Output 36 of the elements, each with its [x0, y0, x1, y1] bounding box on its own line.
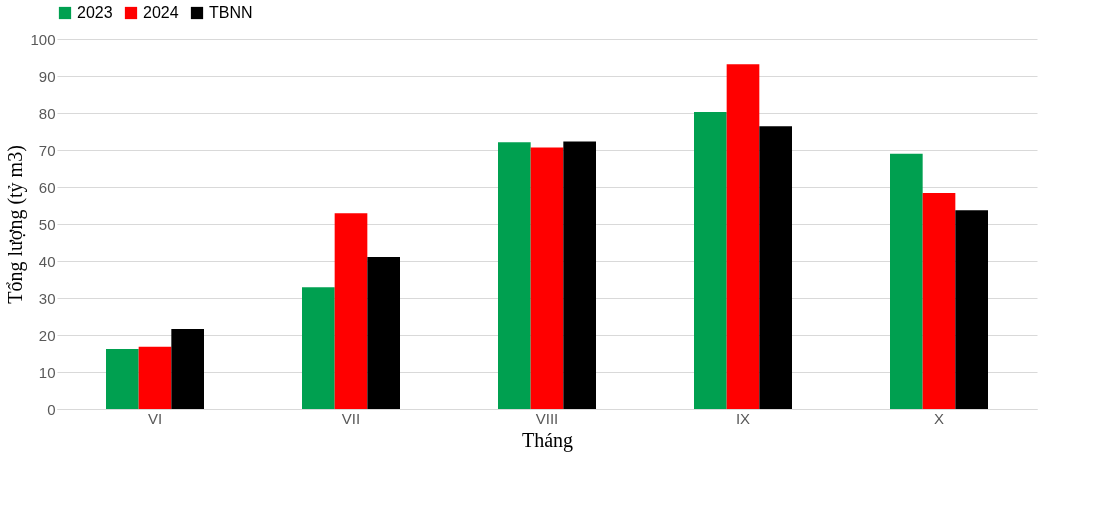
- bar: [726, 64, 760, 409]
- y-tick-label: 70: [38, 141, 56, 159]
- x-tick-label: IX: [735, 409, 751, 427]
- y-tick-label: 10: [38, 363, 56, 381]
- bar: [138, 346, 172, 409]
- bar: [367, 256, 400, 409]
- x-tick-label: VII: [341, 409, 361, 427]
- y-tick-label: 30: [38, 289, 56, 307]
- bar: [334, 213, 368, 409]
- y-tick-label: 80: [38, 104, 56, 122]
- legend-label: TBNN: [209, 4, 253, 21]
- y-tick-label: 90: [38, 67, 56, 85]
- legend-label: 2024: [143, 4, 179, 21]
- bar: [890, 153, 923, 409]
- y-tick-label: 100: [30, 30, 56, 48]
- x-tick-label: X: [933, 409, 945, 427]
- y-tick-label: 20: [38, 326, 56, 344]
- bar: [302, 287, 335, 409]
- bar: [563, 141, 596, 409]
- legend-label: 2023: [77, 4, 113, 21]
- bar: [106, 349, 139, 409]
- bar: [530, 147, 564, 409]
- y-tick-label: 60: [38, 178, 56, 196]
- y-axis-title: Tổng lượng (tỷ m3): [4, 145, 28, 304]
- y-tick-label: 0: [47, 400, 56, 418]
- bar: [171, 329, 204, 409]
- x-tick-label: VIII: [535, 409, 559, 427]
- x-tick-label: VI: [147, 409, 163, 427]
- bar: [498, 142, 531, 409]
- bar: [922, 192, 956, 409]
- bar: [955, 210, 988, 409]
- bar: [759, 126, 792, 409]
- y-tick-label: 40: [38, 252, 56, 270]
- bar: [694, 111, 727, 409]
- x-axis-title: Tháng: [521, 428, 574, 452]
- y-tick-label: 50: [38, 215, 56, 233]
